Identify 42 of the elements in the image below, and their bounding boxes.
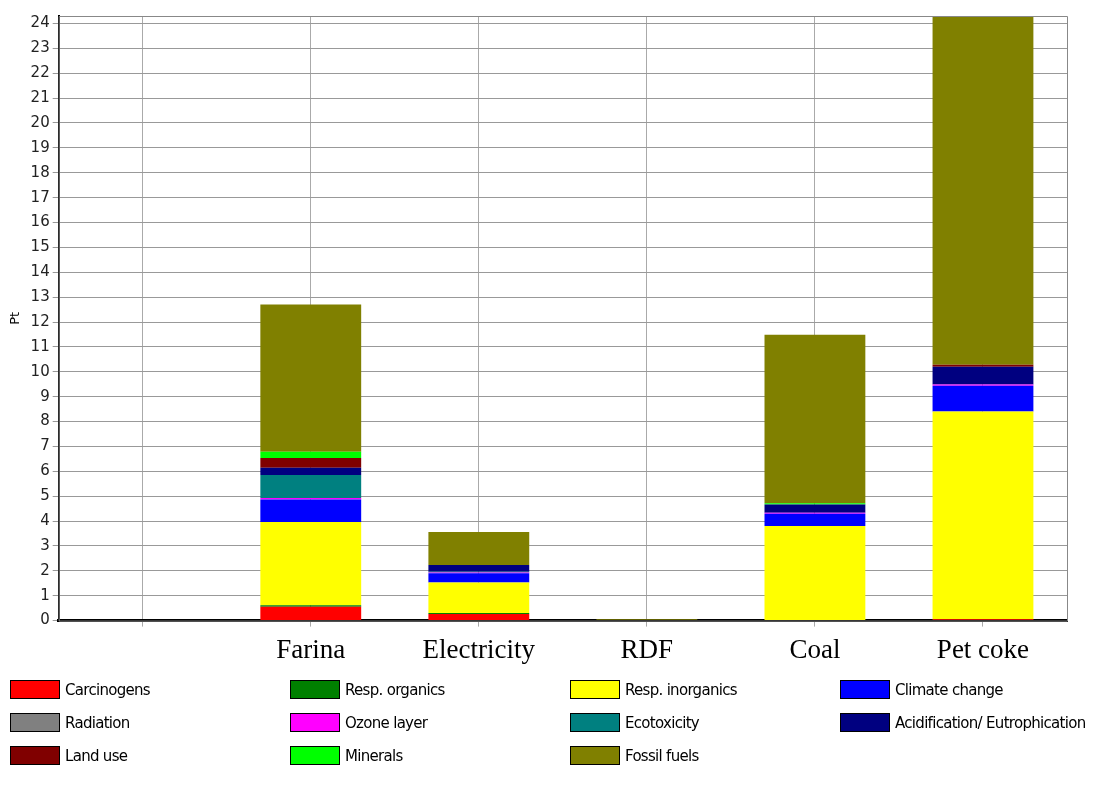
x-tick-label: RDF bbox=[620, 633, 674, 664]
y-tick-label: 4 bbox=[40, 510, 50, 529]
legend-label: Land use bbox=[65, 746, 128, 765]
legend-label: Minerals bbox=[345, 746, 403, 765]
y-tick-label: 0 bbox=[40, 610, 50, 629]
y-tick-label: 6 bbox=[40, 461, 50, 480]
y-tick-label: 3 bbox=[40, 535, 50, 554]
legend-label: Fossil fuels bbox=[625, 746, 699, 765]
y-tick-label: 18 bbox=[30, 162, 50, 181]
legend-label: Resp. inorganics bbox=[625, 680, 737, 699]
x-tick-label: Farina bbox=[276, 633, 346, 664]
y-tick-label: 10 bbox=[30, 361, 50, 380]
x-tick-label: Pet coke bbox=[936, 633, 1030, 664]
y-tick-label: 8 bbox=[40, 411, 50, 430]
y-tick-label: 16 bbox=[30, 212, 50, 231]
legend-label: Climate change bbox=[895, 680, 1003, 699]
legend-label: Resp. organics bbox=[345, 680, 445, 699]
y-tick-label: 13 bbox=[30, 287, 50, 306]
y-tick-label: 7 bbox=[40, 436, 50, 455]
x-tick-label: Coal bbox=[789, 633, 841, 664]
y-tick-label: 15 bbox=[30, 237, 50, 256]
y-tick-label: 1 bbox=[40, 585, 50, 604]
legend-label: Ozone layer bbox=[345, 713, 428, 732]
y-tick-label: 23 bbox=[30, 38, 50, 57]
y-tick-label: 11 bbox=[30, 336, 50, 355]
legend-label: Carcinogens bbox=[65, 680, 150, 699]
y-tick-label: 12 bbox=[30, 311, 50, 330]
y-tick-label: 14 bbox=[30, 262, 50, 281]
y-tick-label: 5 bbox=[40, 486, 50, 505]
legend-label: Radiation bbox=[65, 713, 130, 732]
legend-label: Acidification/ Eutrophication bbox=[895, 713, 1086, 732]
y-tick-label: 19 bbox=[30, 137, 50, 156]
legend-label: Ecotoxicity bbox=[625, 713, 700, 732]
y-tick-label: 17 bbox=[30, 187, 50, 206]
y-tick-label: 21 bbox=[30, 88, 50, 106]
y-tick-label: 2 bbox=[40, 560, 50, 579]
y-tick-label: 22 bbox=[30, 63, 50, 82]
y-tick-label: 9 bbox=[40, 386, 50, 405]
x-tick-label: Electricity bbox=[422, 633, 536, 664]
y-tick-label: 24 bbox=[30, 13, 50, 32]
y-axis-title: Pt bbox=[7, 311, 23, 325]
y-tick-label: 20 bbox=[30, 112, 50, 131]
